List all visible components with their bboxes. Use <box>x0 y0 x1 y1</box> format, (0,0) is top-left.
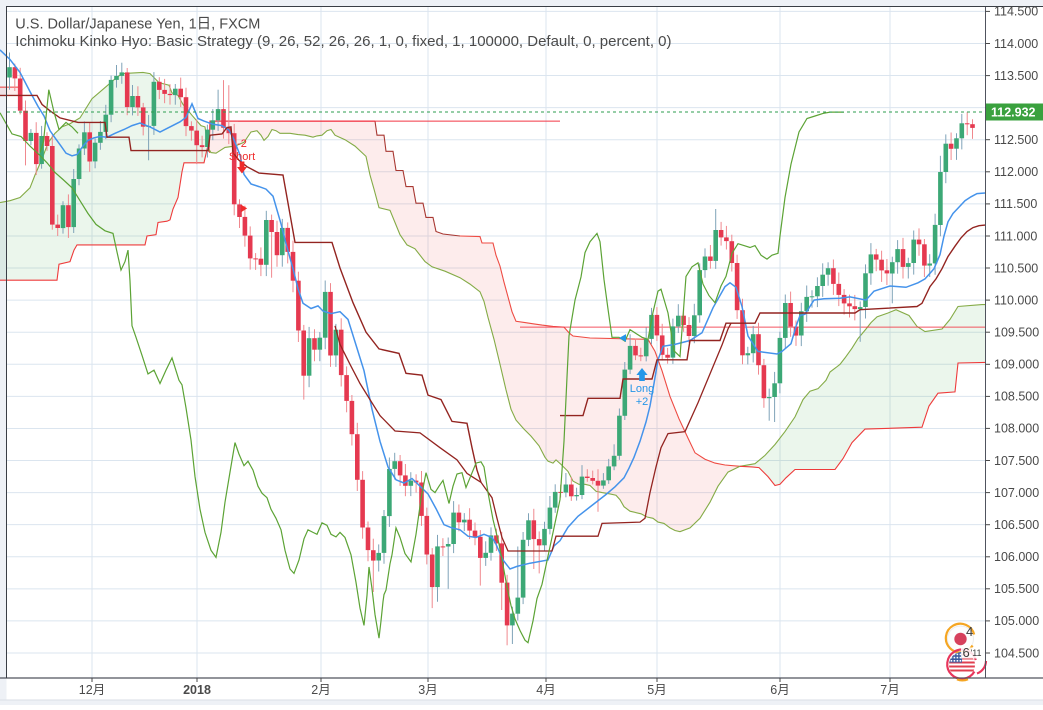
svg-text:110.000: 110.000 <box>994 293 1038 307</box>
svg-text:107.000: 107.000 <box>994 486 1039 500</box>
svg-text:5月: 5月 <box>647 683 666 697</box>
svg-text:112.932: 112.932 <box>991 106 1036 120</box>
svg-text:4月: 4月 <box>536 683 555 697</box>
svg-text:-2: -2 <box>237 138 247 150</box>
svg-text:ʹ11: ʹ11 <box>971 648 982 658</box>
svg-text:3月: 3月 <box>418 683 437 697</box>
svg-text:Short: Short <box>229 151 255 163</box>
svg-text:2月: 2月 <box>311 683 330 697</box>
svg-text:108.500: 108.500 <box>994 390 1039 404</box>
svg-text:105.500: 105.500 <box>994 582 1039 596</box>
svg-text:107.500: 107.500 <box>994 454 1039 468</box>
svg-text:104.500: 104.500 <box>994 646 1039 660</box>
svg-text:U.S. Dollar/Japanese Yen, 1日,: U.S. Dollar/Japanese Yen, 1日, FXCM <box>15 17 260 33</box>
svg-text:+2: +2 <box>636 396 649 408</box>
svg-text:113.500: 113.500 <box>994 69 1038 83</box>
svg-text:12月: 12月 <box>79 683 105 697</box>
svg-text:Ichimoku Kinko Hyo: Basic Stra: Ichimoku Kinko Hyo: Basic Strategy (9, 2… <box>15 33 671 50</box>
svg-text:Long: Long <box>630 383 654 395</box>
svg-text:109.500: 109.500 <box>994 326 1039 340</box>
svg-text:2018: 2018 <box>183 683 211 697</box>
svg-text:111.500: 111.500 <box>994 197 1037 211</box>
svg-text:109.000: 109.000 <box>994 358 1039 372</box>
svg-text:6月: 6月 <box>770 683 789 697</box>
svg-text:7月: 7月 <box>880 683 899 697</box>
svg-text:6: 6 <box>963 645 970 660</box>
svg-text:105.000: 105.000 <box>994 614 1039 628</box>
svg-text:112.500: 112.500 <box>994 133 1038 147</box>
svg-text:111.000: 111.000 <box>994 229 1037 243</box>
svg-text:106.500: 106.500 <box>994 518 1039 532</box>
svg-text:114.500: 114.500 <box>994 5 1038 19</box>
svg-text:106.000: 106.000 <box>994 550 1039 564</box>
svg-text:112.000: 112.000 <box>994 165 1038 179</box>
svg-text:108.000: 108.000 <box>994 422 1039 436</box>
svg-text:110.500: 110.500 <box>994 261 1038 275</box>
svg-text:4: 4 <box>966 624 973 639</box>
svg-text:114.000: 114.000 <box>994 37 1038 51</box>
